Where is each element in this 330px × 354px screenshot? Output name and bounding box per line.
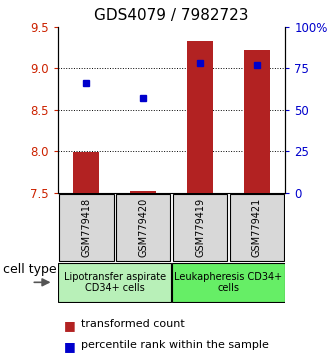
Bar <box>230 194 284 261</box>
Bar <box>172 263 285 302</box>
Text: GSM779419: GSM779419 <box>195 198 205 257</box>
Bar <box>130 191 156 193</box>
Text: cell type: cell type <box>3 263 57 276</box>
Text: ■: ■ <box>64 319 76 332</box>
Text: ■: ■ <box>64 340 76 353</box>
Bar <box>244 50 270 193</box>
Text: GSM779421: GSM779421 <box>252 198 262 257</box>
Bar <box>173 194 227 261</box>
Text: GSM779418: GSM779418 <box>81 198 91 257</box>
Bar <box>73 152 99 193</box>
Text: percentile rank within the sample: percentile rank within the sample <box>81 340 269 350</box>
Text: Lipotransfer aspirate
CD34+ cells: Lipotransfer aspirate CD34+ cells <box>64 272 166 293</box>
Bar <box>116 194 171 261</box>
Text: GSM779420: GSM779420 <box>138 198 148 257</box>
Bar <box>59 194 114 261</box>
Bar <box>58 263 171 302</box>
Text: transformed count: transformed count <box>81 319 184 329</box>
Title: GDS4079 / 7982723: GDS4079 / 7982723 <box>94 7 249 23</box>
Text: Leukapheresis CD34+
cells: Leukapheresis CD34+ cells <box>175 272 282 293</box>
Bar <box>187 41 213 193</box>
